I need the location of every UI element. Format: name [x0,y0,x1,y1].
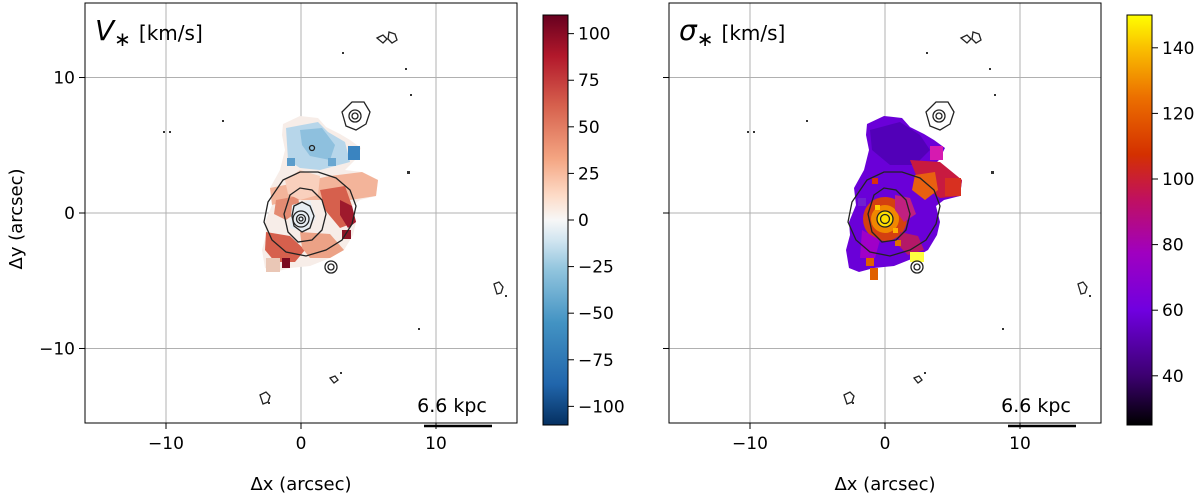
velocity-xtick-label: −10 [148,434,184,454]
dispersion-map [846,116,962,280]
dispersion-scalebar-label: 6.6 kpc [1001,395,1071,417]
velocity-colorbar-tick-label: 100 [578,25,610,45]
velocity-contours [259,31,504,405]
dispersion-xlabel: Δx (arcsec) [834,474,935,495]
dispersion-colorbar-tick-label: 40 [1162,367,1184,387]
velocity-colorbar-tick-label: 50 [578,118,600,138]
velocity-ytick-label: 10 [53,69,75,89]
velocity-ytick-label: −10 [39,339,75,359]
velocity-specks [163,52,507,404]
velocity-panel: 6.6 kpc V∗ [km/s] −10 0 10 −10 0 10 Δx (arcsec… [6,2,518,495]
velocity-colorbar: 100 75 50 25 0 −25 −50 −75 −100 [542,14,625,426]
dispersion-colorbar-tick-label: 80 [1162,236,1184,256]
velocity-colorbar-tick-label: −25 [578,258,614,278]
velocity-xtick-label: 0 [296,434,307,454]
dispersion-colorbar-tick-label: 120 [1162,104,1194,124]
velocity-colorbar-tick-label: −100 [578,397,625,417]
dispersion-colorbar-tick-label: 60 [1162,301,1184,321]
velocity-colorbar-tick-label: 75 [578,71,600,91]
dispersion-grid [669,3,1101,423]
velocity-title: V∗ [km/s] [95,14,203,51]
velocity-colorbar-tick-label: 0 [578,211,589,231]
dispersion-colorbar-tick-label: 100 [1162,170,1194,190]
velocity-axes: −10 0 10 −10 0 10 [39,69,447,454]
dispersion-xtick-label: 0 [880,434,891,454]
dispersion-contours [843,31,1088,405]
velocity-title-sub: ∗ [114,27,131,51]
velocity-title-symbol: V [95,14,116,47]
dispersion-xtick-label: 10 [1009,434,1031,454]
velocity-colorbar-tick-label: 25 [578,164,600,184]
velocity-map [262,116,378,272]
velocity-colorbar-tick-label: −50 [578,304,614,324]
dispersion-title-unit: [km/s] [722,21,786,45]
dispersion-colorbar-tick-label: 140 [1162,39,1194,59]
dispersion-xtick-label: −10 [732,434,768,454]
dispersion-title-sub: ∗ [697,27,714,51]
dispersion-axes: −10 0 10 [663,77,1031,454]
velocity-xlabel: Δx (arcsec) [250,474,351,495]
dispersion-colorbar: 140 120 100 80 60 40 [1126,14,1194,426]
dispersion-title-symbol: σ [679,14,698,47]
velocity-ylabel: Δy (arcsec) [6,168,27,269]
velocity-colorbar-tick-label: −75 [578,351,614,371]
velocity-scalebar-label: 6.6 kpc [417,395,487,417]
dispersion-specks [747,52,1091,404]
dispersion-panel: 6.6 kpc σ∗ [km/s] −10 0 10 Δx (arcsec) [663,2,1102,495]
velocity-xtick-label: 10 [425,434,447,454]
dispersion-title: σ∗ [km/s] [679,14,785,51]
velocity-title-unit: [km/s] [139,21,203,45]
velocity-ytick-label: 0 [64,204,75,224]
